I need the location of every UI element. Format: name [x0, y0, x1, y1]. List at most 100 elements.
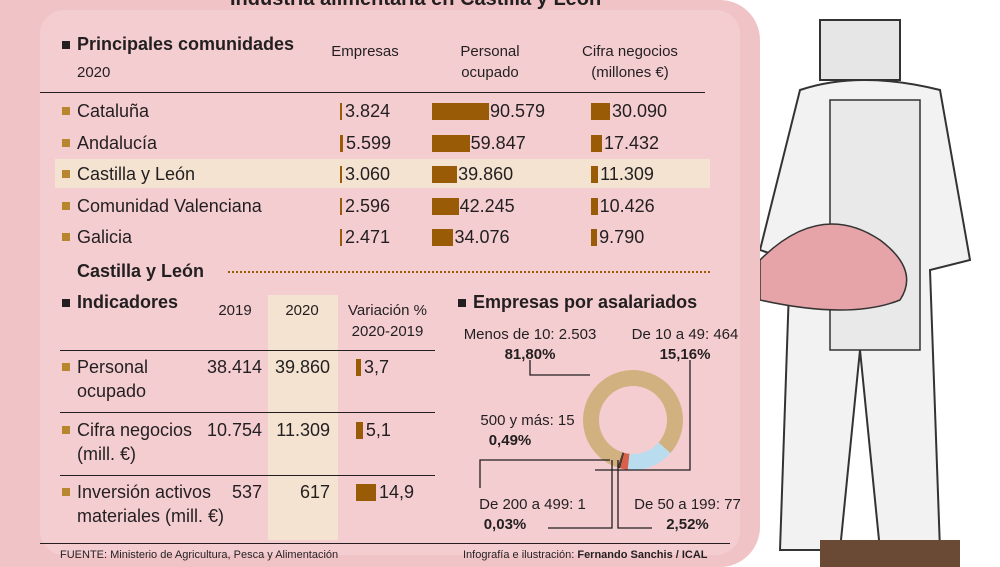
- value-2020: 617: [299, 482, 330, 502]
- cifra-bar: [591, 198, 598, 215]
- bullet-icon: [62, 41, 70, 49]
- bullet-icon: [62, 363, 70, 371]
- pct-10a49: 15,16%: [659, 346, 711, 363]
- personal-value: 42.245: [459, 196, 515, 216]
- donut-title: Empresas por asalariados: [473, 292, 698, 312]
- credit: Infografía e ilustración: Fernando Sanch…: [463, 549, 708, 561]
- divider: [40, 92, 705, 93]
- leader-line: [529, 360, 590, 376]
- credit-name: Fernando Sanchis / ICAL: [577, 549, 708, 561]
- cifra-value: 10.426: [599, 196, 655, 216]
- empresas-value: 3.824: [345, 101, 391, 121]
- indicator-label-2: ocupado: [77, 381, 147, 401]
- pct-500: 0,49%: [488, 432, 532, 449]
- variation-bar: [356, 484, 376, 501]
- label-50a199: De 50 a 199: 77: [634, 496, 741, 513]
- value-2019: 537: [231, 482, 262, 502]
- row-divider: [60, 475, 435, 476]
- row-name: Comunidad Valenciana: [77, 196, 262, 216]
- value-2020: 39.860: [274, 357, 330, 377]
- empresas-value: 5.599: [346, 133, 392, 153]
- cifra-value: 9.790: [599, 227, 645, 247]
- highlight-2020-column: [268, 295, 338, 540]
- footer-divider: [40, 543, 730, 544]
- bullet-icon: [62, 299, 70, 307]
- value-2019: 10.754: [206, 420, 262, 440]
- ind-heading: Indicadores: [77, 292, 179, 312]
- col-var-2: 2020-2019: [351, 323, 424, 340]
- pct-200a499: 0,03%: [483, 516, 527, 533]
- col-cifra-2: (millones €): [591, 64, 669, 81]
- row-name: Castilla y León: [77, 164, 196, 184]
- label-500: 500 y más: 15: [480, 412, 575, 429]
- empresas-value: 2.471: [345, 227, 391, 247]
- indicator-label-2: (mill. €): [77, 444, 136, 464]
- donut-slice: [619, 452, 630, 470]
- personal-bar: [432, 166, 458, 183]
- butcher-illustration: [760, 0, 1000, 567]
- bullet-icon: [62, 233, 70, 241]
- credit-prefix: Infografía e ilustración:: [463, 549, 578, 561]
- variation-value: 5,1: [365, 420, 391, 440]
- value-2020: 11.309: [276, 420, 330, 440]
- variation-value: 14,9: [379, 482, 415, 502]
- pct-menos10: 81,80%: [504, 346, 556, 363]
- variation-value: 3,7: [363, 357, 389, 377]
- row-name: Galicia: [77, 227, 133, 247]
- personal-value: 90.579: [490, 101, 546, 121]
- empresas-bar: [340, 198, 342, 215]
- empresas-bar: [340, 103, 343, 120]
- pct-50a199: 2,52%: [666, 516, 709, 533]
- indicator-label-2: materiales (mill. €): [77, 506, 225, 526]
- personal-value: 34.076: [454, 227, 510, 247]
- highlight-row: [55, 159, 710, 188]
- indicator-label-1: Personal: [77, 357, 149, 377]
- donut-slice: [583, 370, 683, 468]
- donut-slice: [618, 452, 625, 469]
- col-empresas: Empresas: [331, 43, 399, 60]
- personal-value: 59.847: [470, 133, 526, 153]
- cifra-value: 17.432: [604, 133, 660, 153]
- cifra-value: 30.090: [612, 101, 668, 121]
- cyl-heading: Castilla y León: [77, 261, 205, 281]
- personal-value: 39.860: [458, 164, 514, 184]
- empresas-value: 2.596: [345, 196, 391, 216]
- row-divider: [60, 412, 435, 413]
- value-2019: 38.414: [206, 357, 262, 377]
- row-divider: [60, 350, 435, 351]
- col-2020: 2020: [285, 302, 319, 319]
- personal-bar: [432, 135, 470, 152]
- leader-line: [548, 460, 613, 529]
- col-personal-2: ocupado: [461, 64, 519, 81]
- cifra-bar: [591, 229, 598, 246]
- donut-slice: [627, 442, 671, 470]
- bullet-icon: [62, 107, 70, 115]
- cifra-value: 11.309: [600, 164, 654, 184]
- personal-bar: [432, 103, 489, 120]
- top-heading: Principales comunidades: [77, 34, 295, 54]
- leader-line: [479, 459, 610, 488]
- dotted-divider: [228, 271, 710, 273]
- variation-bar: [356, 422, 363, 439]
- source: FUENTE: Ministerio de Agricultura, Pesca…: [60, 549, 339, 561]
- bullet-icon: [62, 488, 70, 496]
- col-personal-1: Personal: [460, 43, 520, 60]
- bullet-icon: [458, 299, 466, 307]
- personal-bar: [432, 229, 454, 246]
- donut-chart: [479, 360, 691, 529]
- top-year: 2020: [77, 64, 111, 81]
- empresas-bar: [340, 135, 343, 152]
- empresas-value: 3.060: [345, 164, 391, 184]
- bullet-icon: [62, 170, 70, 178]
- label-200a499: De 200 a 499: 1: [479, 496, 586, 513]
- cifra-bar: [591, 166, 599, 183]
- label-10a49: De 10 a 49: 464: [631, 326, 739, 343]
- personal-bar: [432, 198, 459, 215]
- col-2019: 2019: [218, 302, 252, 319]
- leader-line: [617, 460, 652, 529]
- empresas-bar: [340, 166, 342, 183]
- bullet-icon: [62, 426, 70, 434]
- col-var-1: Variación %: [348, 302, 427, 319]
- variation-bar: [356, 359, 361, 376]
